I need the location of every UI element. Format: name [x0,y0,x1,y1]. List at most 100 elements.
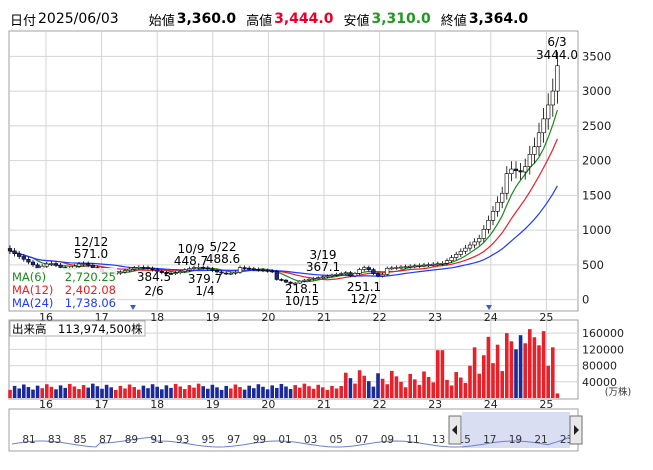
price-x-tick-label: 25 [539,311,553,324]
navigator-right-handle[interactable] [569,415,583,445]
candle-body [159,270,164,273]
navigator-year: 17 [483,434,496,446]
volume-bar [367,381,371,398]
volume-x-tick-label: 25 [539,398,553,411]
volume-bar [63,387,67,398]
candle-body [270,270,275,273]
price-x-tick-label: 18 [150,311,164,324]
volume-bar [132,387,136,398]
volume-bar [477,373,481,398]
volume-bar [422,371,426,398]
period-navigator[interactable]: 81 83 85 87 89 91 93 95 97 99 01 03 05 07 09 11 13 15 17 19… [8,408,583,452]
candle-body [316,277,321,279]
price-y-tick-label: 3000 [582,84,611,98]
candle-body [214,270,220,273]
candle-body [329,274,335,277]
volume-y-axis: 160000 120000 80000 40000 [582,327,624,389]
candle-body [421,264,427,267]
navigator-year: 21 [534,434,547,446]
annotation-label: 1/4 [195,284,214,298]
volume-bar [77,389,81,398]
volume-bar [49,386,54,398]
candle-body [288,281,293,284]
volume-bar [279,383,284,398]
volume-bar [380,378,385,398]
navigator-year: 97 [227,434,240,446]
price-y-tick-label: 500 [582,258,604,272]
volume-bar [541,331,546,398]
annotation-label: 384.5 [137,270,171,284]
candle-body [408,265,413,268]
candle-body [127,268,132,271]
navigator-year: 99 [253,434,266,446]
candle-body [435,263,440,266]
candle-body [168,273,174,275]
candle-body [394,267,399,269]
volume-bar [178,386,182,398]
volume-bar [12,385,17,398]
volume-bar [440,350,445,398]
price-x-tick-label: 21 [317,311,331,324]
navigator-year: 93 [176,434,189,446]
candle-body [155,269,160,272]
volume-x-tick-label: 18 [150,398,164,411]
volume-latest: 113,974,500株 [58,322,143,336]
volume-bar [528,329,532,398]
navigator-selection[interactable] [462,412,570,448]
candle-body [320,276,325,279]
annotation-label: 12/12 [74,235,109,249]
navigator-year: 05 [330,434,343,446]
volume-bar [40,388,44,398]
candle-body [7,248,13,252]
volume-bars [8,329,560,398]
candle-body [205,267,210,270]
candle-body [122,270,128,273]
volume-bar [137,389,141,398]
ma24-line [9,185,558,278]
candle-body [412,265,417,268]
navigator-left-handle[interactable] [448,415,462,445]
candle-body [302,279,307,282]
volume-bar [275,387,279,398]
candle-body [21,256,26,260]
candle-body [311,278,316,280]
volume-bar [334,388,339,398]
volume-bar [390,370,394,398]
volume-x-tick-label: 20 [261,398,275,411]
candle-body [35,264,40,269]
candle-body [523,166,528,173]
volume-y-tick-label: 120000 [582,343,624,356]
volume-bar [325,389,330,398]
candle-body [389,267,394,270]
volume-panel-frame [8,319,579,400]
volume-bar [233,384,238,398]
candle-body [53,263,59,266]
volume-bar [344,372,348,398]
volume-bar [385,384,389,398]
volume-legend: 出来高 113,974,500株 [9,320,146,337]
volume-bar [192,387,196,398]
price-grid [10,32,577,310]
annotation-label: 10/9 [178,242,205,256]
volume-bar [537,345,541,398]
candle-body [477,238,482,243]
navigator-year: 19 [509,434,522,446]
candle-body [256,268,261,271]
candle-body [463,247,468,252]
volume-bar [242,389,247,398]
price-y-tick-label: 0 [582,293,589,307]
ma12-line [9,138,558,281]
candle-body [486,220,491,230]
volume-bar [532,337,537,398]
volume-bar [109,387,113,398]
volume-y-tick-label: 80000 [582,360,617,373]
candle-body [136,266,141,269]
candle-body [541,118,546,134]
annotation-label: 2/6 [144,284,163,298]
navigator-year: 07 [355,434,368,446]
price-x-tick-label: 23 [428,311,442,324]
split-marker-icon [130,305,136,310]
candle-body [219,271,224,274]
volume-bar [219,389,224,398]
